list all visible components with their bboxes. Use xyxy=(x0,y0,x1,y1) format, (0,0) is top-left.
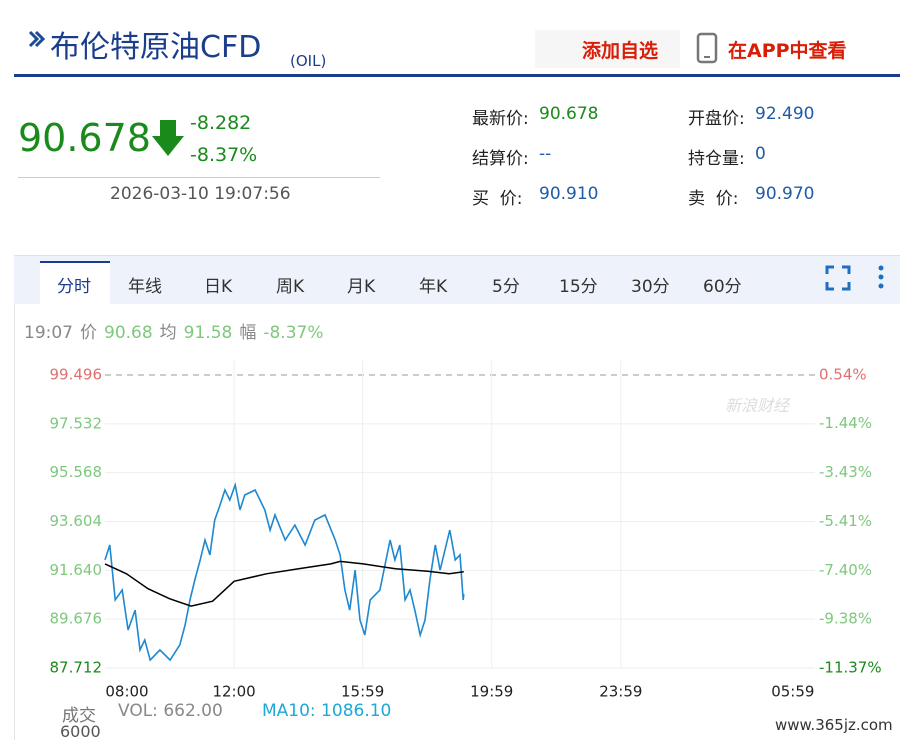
y-tick-label: 95.568 xyxy=(50,463,103,481)
tab-bar xyxy=(14,255,900,304)
code: (OIL) xyxy=(290,52,327,70)
status-avg-label: 均 xyxy=(159,323,177,343)
tab-icons xyxy=(825,265,884,291)
add-bg xyxy=(535,30,680,68)
y2-tick-label: -9.38% xyxy=(819,610,872,628)
vol-scale: 6000 xyxy=(60,722,101,740)
change-pct: -8.37% xyxy=(190,144,258,166)
field-label: 最新价: xyxy=(472,109,529,129)
field-value: 90.910 xyxy=(539,184,599,204)
brand-watermark: 新浪财经 xyxy=(725,396,790,415)
field-value: -- xyxy=(539,144,552,164)
field-label: 开盘价: xyxy=(688,109,745,129)
tab[interactable]: 60分 xyxy=(703,277,742,297)
chart-frame xyxy=(14,303,900,740)
y-tick-label: 99.496 xyxy=(50,366,103,384)
y2-tick-label: -11.37% xyxy=(819,659,882,677)
app-button[interactable]: 在APP中查看 xyxy=(728,40,847,62)
tab-active-bg xyxy=(40,261,110,306)
status-time: 19:07 xyxy=(24,323,73,343)
y2-tick-label: 0.54% xyxy=(819,366,867,384)
field-label: 结算价: xyxy=(472,149,529,169)
y2-tick-label: -3.43% xyxy=(819,463,872,481)
tab[interactable]: 周K xyxy=(276,277,305,297)
status-pct-label: 幅 xyxy=(239,323,257,343)
field-value: 0 xyxy=(755,144,766,164)
header-rule xyxy=(14,74,900,77)
add-button[interactable]: 添加自选 xyxy=(582,40,659,62)
price: 90.678 xyxy=(18,116,151,160)
down-arrow xyxy=(152,120,184,156)
y-tick-label: 89.676 xyxy=(50,610,103,628)
tab[interactable]: 30分 xyxy=(631,277,670,297)
x-tick-label: 19:59 xyxy=(470,683,513,701)
field-value: 92.490 xyxy=(755,104,815,124)
field-value: 90.678 xyxy=(539,104,599,124)
y2-tick-label: -1.44% xyxy=(819,414,872,432)
tab[interactable]: 月K xyxy=(347,277,376,297)
status: 19:07 价 90.68 均 91.58 幅 -8.37% xyxy=(24,318,330,343)
title-icon xyxy=(28,30,46,48)
y-tick-label: 93.604 xyxy=(50,512,103,530)
status-price-label: 价 xyxy=(80,323,97,343)
vol: VOL: 662.00 xyxy=(118,701,223,721)
x-tick-label: 12:00 xyxy=(212,683,255,701)
x-tick-label: 05:59 xyxy=(771,683,814,701)
x-tick-label: 08:00 xyxy=(105,683,148,701)
tab[interactable]: 日K xyxy=(204,277,233,297)
y2-tick-label: -7.40% xyxy=(819,561,872,579)
y-tick-label: 87.712 xyxy=(50,659,103,677)
field-label: 卖 价: xyxy=(688,189,739,209)
phone-icon xyxy=(696,32,718,64)
change: -8.282 xyxy=(190,112,252,134)
tab[interactable]: 分时 xyxy=(57,277,91,297)
tab[interactable]: 15分 xyxy=(559,277,598,297)
quote-time: 2026-03-10 19:07:56 xyxy=(110,184,291,204)
status-avg: 91.58 xyxy=(183,323,233,343)
y-tick-label: 97.532 xyxy=(50,414,103,432)
field-label: 持仓量: xyxy=(688,149,745,169)
tab[interactable]: 年K xyxy=(419,277,448,297)
status-pct: -8.37% xyxy=(263,323,324,343)
x-tick-label: 23:59 xyxy=(599,683,642,701)
x-tick-label: 15:59 xyxy=(341,683,384,701)
field-label: 买 价: xyxy=(472,189,523,209)
site-watermark: www.365jz.com xyxy=(775,716,893,734)
avg-line xyxy=(104,560,464,607)
tab[interactable]: 5分 xyxy=(492,277,520,297)
quote-rule xyxy=(18,177,380,178)
price-line xyxy=(104,481,465,662)
y-tick-label: 91.640 xyxy=(50,561,103,579)
ma: MA10: 1086.10 xyxy=(262,701,392,721)
tab[interactable]: 年线 xyxy=(128,277,162,297)
status-price: 90.68 xyxy=(104,323,153,343)
title: 布伦特原油CFD xyxy=(50,30,262,65)
field-value: 90.970 xyxy=(755,184,815,204)
y2-tick-label: -5.41% xyxy=(819,512,872,530)
vol-label: 成交 xyxy=(62,706,96,726)
